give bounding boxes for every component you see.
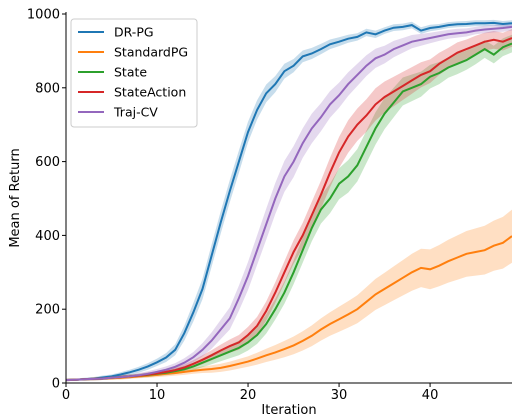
x-tick-label: 40 [422,388,439,403]
legend: DR-PG StandardPG State StateAction Traj-CV [70,18,198,128]
legend-label-traj-cv: Traj-CV [113,105,158,120]
x-tick-label: 0 [62,388,70,403]
legend-box [70,18,198,128]
band-standardpg [66,209,512,382]
legend-label-stateaction: StateAction [114,85,186,100]
line-traj-cv [65,25,512,381]
x-tick-label: 30 [331,388,348,403]
y-tick-label: 800 [35,81,60,96]
y-tick-label: 0 [52,377,60,392]
line-dr-pg [65,21,512,381]
x-tick-label: 10 [149,388,166,403]
axes [62,12,512,387]
y-tick-label: 600 [35,155,60,170]
y-tick-label: 400 [35,229,60,244]
legend-label-state: State [114,65,147,80]
series-lines [65,21,512,381]
x-tick-label: 20 [240,388,257,403]
y-tick-label: 1000 [27,8,60,23]
x-axis-label: Iteration [261,403,316,418]
y-tick-label: 200 [35,303,60,318]
legend-label-dr-pg: DR-PG [114,25,154,40]
legend-label-standardpg: StandardPG [114,45,188,60]
y-axis-label: Mean of Return [8,148,23,247]
